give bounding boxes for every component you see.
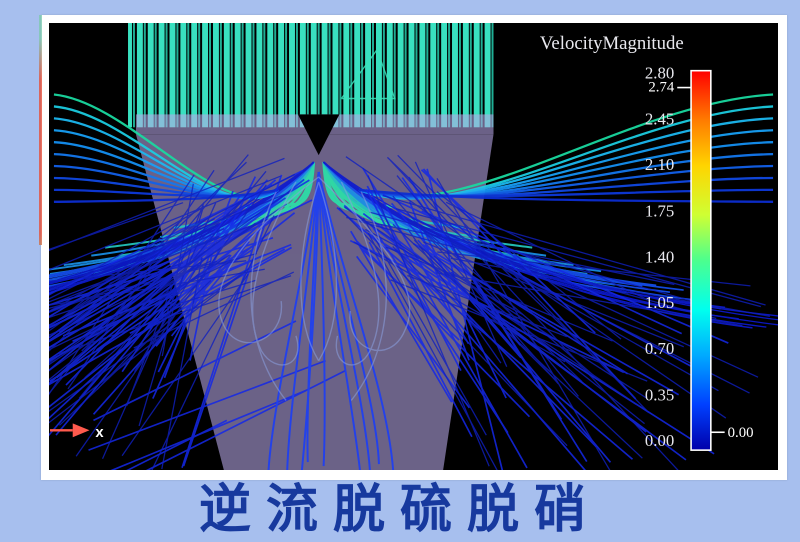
svg-text:VelocityMagnitude: VelocityMagnitude bbox=[540, 33, 684, 54]
svg-text:0.00: 0.00 bbox=[728, 425, 754, 441]
svg-text:1.75: 1.75 bbox=[645, 202, 674, 221]
svg-text:2.80: 2.80 bbox=[645, 64, 674, 83]
svg-text:0.70: 0.70 bbox=[645, 339, 674, 358]
svg-text:0.00: 0.00 bbox=[645, 431, 674, 450]
svg-text:1.40: 1.40 bbox=[645, 247, 674, 266]
svg-text:2.10: 2.10 bbox=[645, 155, 674, 174]
svg-text:0.35: 0.35 bbox=[645, 385, 674, 404]
svg-text:2.45: 2.45 bbox=[645, 109, 674, 128]
svg-text:1.05: 1.05 bbox=[645, 293, 674, 312]
svg-text:x: x bbox=[95, 425, 104, 441]
